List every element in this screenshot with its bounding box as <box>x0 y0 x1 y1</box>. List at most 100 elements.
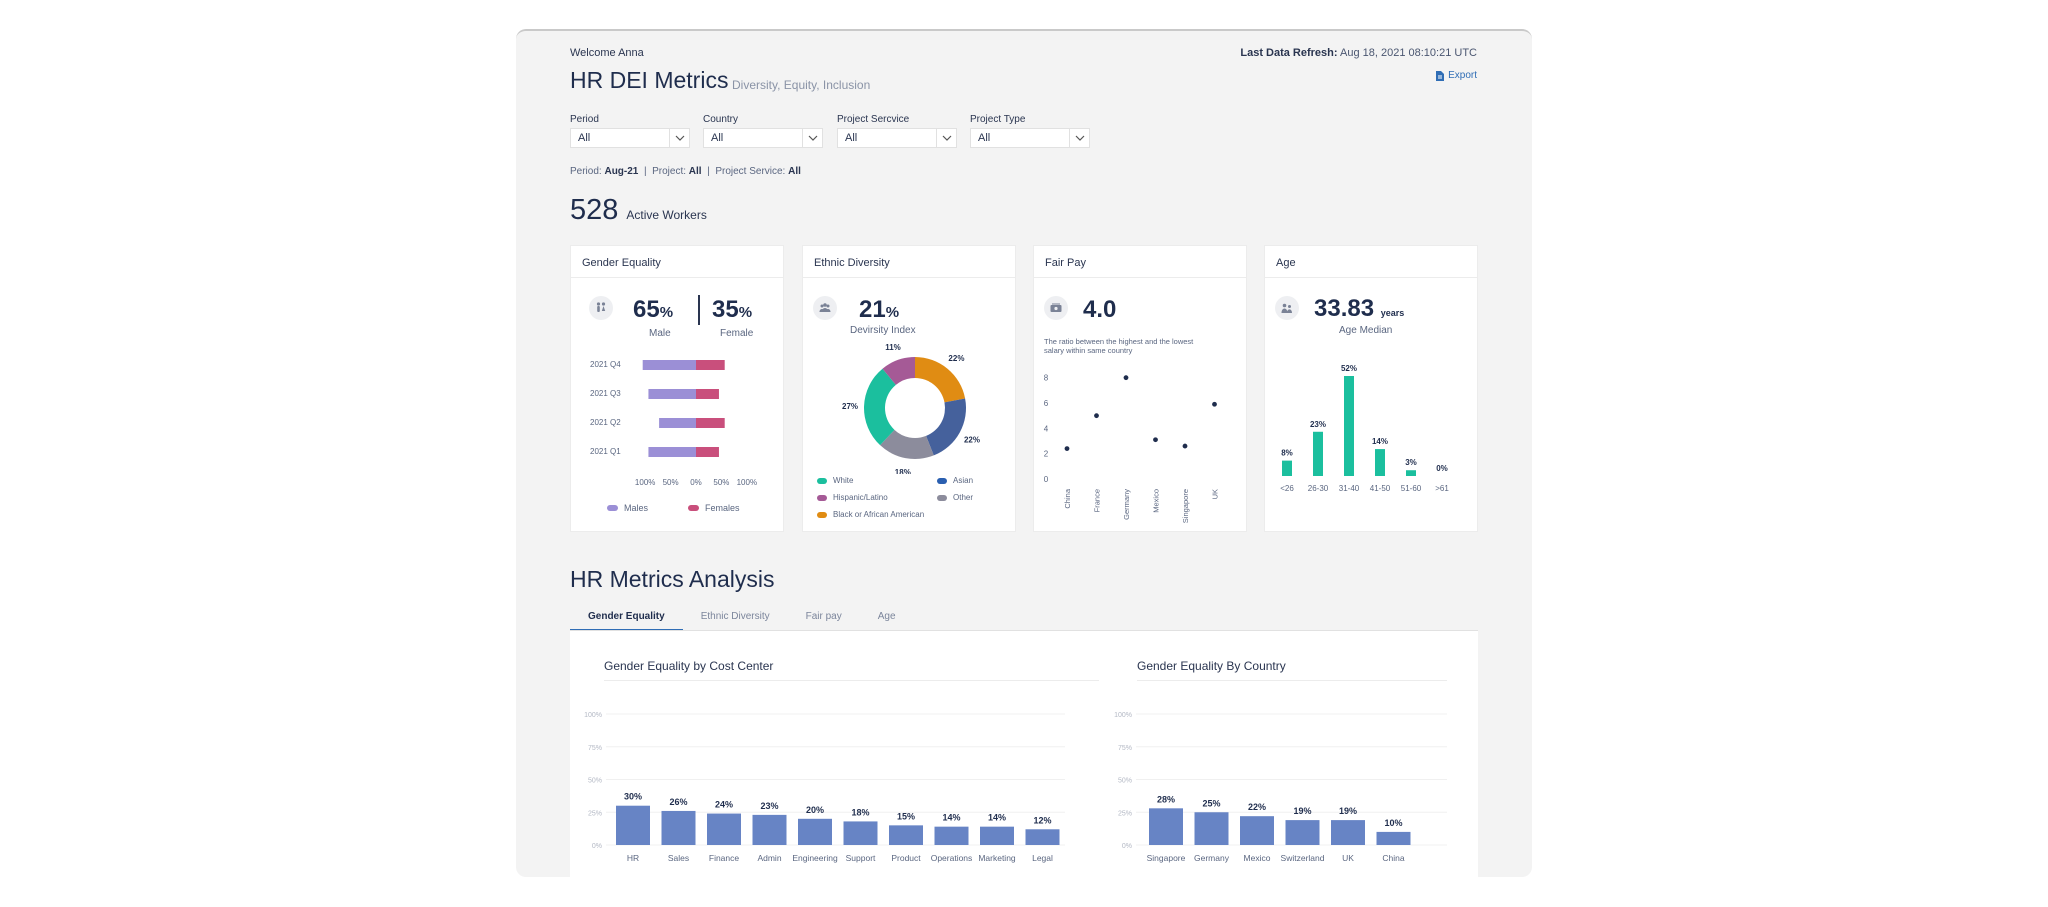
y-tick-label: 2 <box>1044 450 1049 459</box>
bar-value-label: 18% <box>851 807 869 817</box>
tab-gender-equality[interactable]: Gender Equality <box>570 609 683 631</box>
age-median-value: 33.83 <box>1314 295 1375 322</box>
female-value: 35 <box>712 296 739 323</box>
x-tick-label: France <box>1093 489 1102 512</box>
page-title: HR DEI Metrics <box>570 67 729 93</box>
y-tick-label: 0% <box>592 843 602 850</box>
age-kpi: 33.83 years <box>1314 295 1404 323</box>
female-bar <box>696 447 719 457</box>
x-tick-label: Engineering <box>792 853 838 863</box>
chevron-down-icon <box>1069 129 1089 147</box>
x-tick-label: Mexico <box>1244 853 1271 863</box>
filter-project-service-select[interactable]: All <box>837 128 957 148</box>
x-tick-label: 51-60 <box>1401 484 1422 493</box>
bar-value-label: 8% <box>1281 449 1293 458</box>
bar <box>1149 808 1183 845</box>
country-bar-chart: 100% 75% 50% 25% 0% 28% Singapore 25% Germany 22%… <box>1114 712 1447 863</box>
x-tick-label: UK <box>1342 853 1354 863</box>
female-caption: Female <box>720 328 754 339</box>
filter-project-type-select[interactable]: All <box>970 128 1090 148</box>
bar-value-label: 15% <box>897 811 915 821</box>
scatter-point <box>1064 446 1070 451</box>
scatter-point <box>1153 437 1158 443</box>
bar <box>798 818 832 845</box>
x-tick-label: Marketing <box>978 853 1016 863</box>
bar <box>889 825 923 845</box>
diversity-kpi: 21% <box>859 296 899 324</box>
dashboard-frame: Welcome Anna Last Data Refresh: Aug 18, … <box>516 29 1532 877</box>
bar-value-label: 30% <box>624 792 642 802</box>
x-tick-label: Switzerland <box>1281 853 1325 863</box>
kpi-divider <box>698 295 700 325</box>
bar <box>980 826 1014 845</box>
x-tick-label: Support <box>846 853 876 863</box>
quarter-label: 2021 Q2 <box>590 418 621 427</box>
bar <box>1285 820 1320 845</box>
slice-value-label: 22% <box>964 435 980 444</box>
bar <box>1194 812 1229 845</box>
filter-period-label: Period <box>570 114 599 125</box>
bar <box>707 813 741 845</box>
tab-fair-pay[interactable]: Fair pay <box>805 611 842 622</box>
crumb-service-label: Project Service: <box>715 166 786 177</box>
legend-swatch <box>817 477 827 484</box>
country-chart-title: Gender Equality By Country <box>1137 659 1286 673</box>
bar-value-label: 22% <box>1248 802 1266 812</box>
legend-females: Females <box>688 503 740 513</box>
bar <box>1376 831 1411 845</box>
card-ethnic-diversity: Ethnic Diversity 21% Devirsity Index 22%… <box>802 245 1016 532</box>
cost-center-chart-title: Gender Equality by Cost Center <box>604 659 774 673</box>
scatter-point <box>1182 443 1188 449</box>
x-tick-label: <26 <box>1280 484 1294 493</box>
chevron-down-icon <box>936 129 956 147</box>
legend-males-label: Males <box>624 503 649 513</box>
legend-swatch-males <box>607 505 618 511</box>
age-bar <box>1375 449 1385 476</box>
card-fair-pay: Fair Pay 4.0 The ratio between the highe… <box>1033 245 1247 532</box>
filter-summary: Period: Aug-21 | Project: All | Project … <box>570 166 801 177</box>
age-caption: Age Median <box>1339 325 1393 336</box>
quarter-label: 2021 Q4 <box>590 360 621 369</box>
bar-value-label: 23% <box>1310 420 1326 429</box>
tab-ethnic-diversity[interactable]: Ethnic Diversity <box>700 611 770 622</box>
x-tick-label: 0% <box>690 478 702 487</box>
analysis-tabs: Gender Equality Ethnic Diversity Fair pa… <box>570 609 914 631</box>
filter-project-type-value: All <box>978 132 991 144</box>
bar-value-label: 24% <box>715 800 733 810</box>
slice-value-label: 22% <box>948 354 964 363</box>
x-tick-label: China <box>1382 853 1404 863</box>
export-button[interactable]: Export <box>1435 70 1477 81</box>
slice-value-label: 11% <box>885 344 901 352</box>
bar-value-label: 19% <box>1339 806 1357 816</box>
refresh-label: Last Data Refresh: <box>1240 47 1338 59</box>
tab-age[interactable]: Age <box>877 611 896 622</box>
bar-value-label: 14% <box>988 813 1006 823</box>
x-tick-label: Operations <box>931 853 973 863</box>
y-tick-label: 50% <box>1118 778 1132 785</box>
female-bar <box>696 360 725 370</box>
bar <box>752 814 787 845</box>
filter-period-select[interactable]: All <box>570 128 690 148</box>
legend-swatch <box>937 494 947 501</box>
crumb-service-value: All <box>788 166 801 177</box>
filter-project-type-label: Project Type <box>970 114 1026 125</box>
y-tick-label: 4 <box>1044 424 1049 433</box>
bar <box>661 810 696 845</box>
filter-project-service: Project Sercvice All <box>837 114 957 148</box>
y-tick-label: 25% <box>588 810 602 817</box>
bar <box>616 805 650 845</box>
tabs-divider <box>570 630 1478 631</box>
y-tick-label: 0% <box>1122 843 1132 850</box>
legend-swatch <box>817 494 827 501</box>
x-tick-label: UK <box>1211 489 1220 499</box>
bar-value-label: 12% <box>1033 815 1051 825</box>
filter-period: Period All <box>570 114 690 148</box>
filter-country-select[interactable]: All <box>703 128 823 148</box>
y-tick-label: 0 <box>1044 475 1049 484</box>
y-tick-label: 75% <box>588 745 602 752</box>
crumb-period-label: Period: <box>570 166 602 177</box>
card-age: Age 33.83 years Age Median 8% <26 23% 26-30… <box>1264 245 1478 532</box>
bar <box>843 821 878 845</box>
y-tick-label: 6 <box>1044 399 1049 408</box>
x-tick-label: Admin <box>757 853 781 863</box>
